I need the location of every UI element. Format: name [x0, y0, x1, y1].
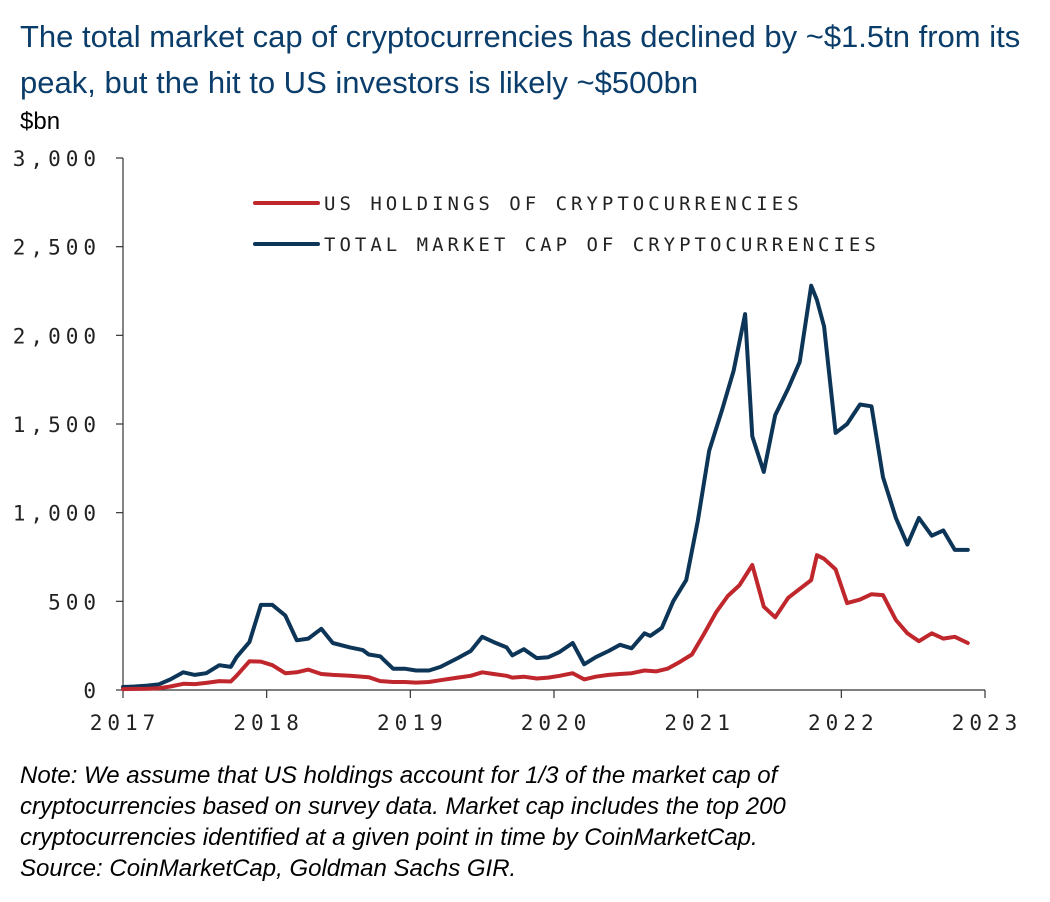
legend-label-us: US HOLDINGS OF CRYPTOCURRENCIES — [324, 193, 803, 215]
series-lines — [121, 283, 970, 692]
note-line-2: cryptocurrencies based on survey data. M… — [20, 793, 786, 820]
chart-note: Note: We assume that US holdings account… — [20, 760, 1030, 884]
x-tick-label: 2021 — [664, 711, 735, 735]
note-line-3: cryptocurrencies identified at a given p… — [20, 824, 758, 851]
line-chart: 0 500 1,000 1,500 2,000 2,500 3,000 2017 2018 201… — [13, 147, 1023, 735]
x-tick-label: 2020 — [521, 711, 592, 735]
legend-label-total: TOTAL MARKET CAP OF CRYPTOCURRENCIES — [324, 234, 880, 256]
x-tick-label: 2019 — [377, 711, 448, 735]
y-tick-label: 500 — [48, 590, 101, 614]
x-tick-label: 2018 — [233, 711, 304, 735]
chart-title: The total market cap of cryptocurrencies… — [20, 19, 1021, 100]
y-tick-label: 2,000 — [13, 324, 101, 348]
source-line: Source: CoinMarketCap, Goldman Sachs GIR… — [20, 855, 517, 882]
legend: US HOLDINGS OF CRYPTOCURRENCIES TOTAL MAR… — [253, 193, 880, 256]
y-tick-label: 1,500 — [13, 413, 101, 437]
y-tick-label: 2,500 — [13, 236, 101, 260]
x-tick-label: 2022 — [808, 711, 879, 735]
x-tick-label: 2023 — [952, 711, 1023, 735]
axes — [116, 157, 986, 698]
y-tick-label: 0 — [83, 679, 101, 703]
x-tick-label: 2017 — [90, 711, 161, 735]
y-tick-label: 3,000 — [13, 147, 101, 171]
tick-labels: 0 500 1,000 1,500 2,000 2,500 3,000 2017 2018 201… — [13, 147, 1023, 735]
unit-label: $bn — [20, 108, 61, 135]
note-line-1: Note: We assume that US holdings account… — [20, 762, 778, 789]
us-holdings-line — [121, 553, 970, 692]
y-tick-label: 1,000 — [13, 502, 101, 526]
total-market-cap-line — [121, 283, 970, 689]
